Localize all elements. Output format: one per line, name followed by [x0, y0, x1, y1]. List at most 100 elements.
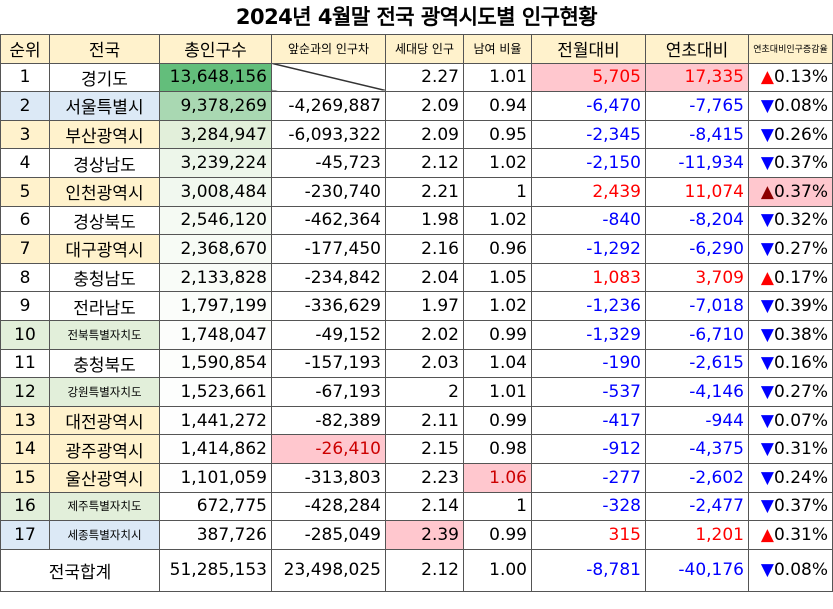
household-cell: 2.12 [385, 148, 464, 178]
rank-cell: 5 [0, 176, 50, 207]
table-row: 1 경기도 13,648,156 2.27 1.01 5,705 17,335 ▲0.13% [0, 62, 833, 93]
rank-cell: 4 [0, 148, 50, 178]
region-cell: 경상북도 [49, 205, 160, 236]
ytd-cell: -7,765 [645, 91, 749, 121]
total-sex-ratio: 1.00 [463, 548, 532, 592]
ytd-cell: 11,074 [645, 176, 749, 207]
population-cell: 13,648,156 [159, 62, 272, 93]
ytd-cell: 1,201 [645, 520, 749, 550]
rank-cell: 13 [0, 405, 50, 436]
ytd-rate-cell: ▼0.26% [748, 119, 833, 150]
ytd-rate-cell: ▲0.13% [748, 62, 833, 93]
arrow-down-icon: ▼ [760, 439, 774, 460]
population-cell: 1,590,854 [159, 348, 272, 379]
ytd-rate-value: 0.31% [773, 524, 828, 545]
region-cell: 광주광역시 [49, 434, 160, 464]
ytd-cell: -4,375 [645, 434, 749, 464]
sex-ratio-cell: 0.96 [463, 234, 532, 264]
sex-ratio-cell: 1.02 [463, 291, 532, 321]
ytd-rate-cell: ▼0.27% [748, 377, 833, 407]
mom-cell: -912 [531, 434, 646, 464]
arrow-down-icon: ▼ [760, 153, 774, 174]
ytd-rate-value: 0.27% [773, 238, 828, 259]
ytd-cell: -2,477 [645, 491, 749, 522]
region-cell: 충청남도 [49, 262, 160, 293]
total-gap: 23,498,025 [271, 548, 386, 592]
ytd-rate-cell: ▼0.08% [748, 91, 833, 121]
gap-cell: -26,410 [271, 434, 386, 464]
mom-cell: -537 [531, 377, 646, 407]
population-cell: 1,797,199 [159, 291, 272, 321]
gap-cell: -67,193 [271, 377, 386, 407]
rank-cell: 11 [0, 348, 50, 379]
ytd-rate-cell: ▼0.27% [748, 234, 833, 264]
population-cell: 387,726 [159, 520, 272, 550]
region-cell: 강원특별자치도 [49, 377, 160, 407]
total-ytd-rate: ▼0.08% [748, 548, 833, 592]
col-header-region: 전국 [49, 34, 160, 64]
ytd-rate-value: 0.16% [773, 353, 828, 374]
ytd-rate-cell: ▼0.16% [748, 348, 833, 379]
household-cell: 2.09 [385, 119, 464, 150]
ytd-rate-value: 0.17% [773, 267, 828, 288]
region-cell: 대전광역시 [49, 405, 160, 436]
mom-cell: 5,705 [531, 62, 646, 93]
region-cell: 경상남도 [49, 148, 160, 178]
col-header-ytd-rate: 연초대비인구증감율 [748, 34, 833, 64]
table-row: 15 울산광역시 1,101,059 -313,803 2.23 1.06 -277 -2,6… [0, 462, 833, 493]
table-row: 7 대구광역시 2,368,670 -177,450 2.16 0.96 -1,292 -6,… [0, 234, 833, 264]
col-header-gap: 앞순과의 인구차 [271, 34, 386, 64]
gap-cell: -234,842 [271, 262, 386, 293]
total-population: 51,285,153 [159, 548, 272, 592]
sex-ratio-cell: 1 [463, 176, 532, 207]
household-cell: 2.09 [385, 91, 464, 121]
ytd-cell: -2,615 [645, 348, 749, 379]
rank-cell: 7 [0, 234, 50, 264]
ytd-rate-value: 0.13% [773, 67, 828, 88]
household-cell: 2 [385, 377, 464, 407]
sex-ratio-cell: 1.06 [463, 462, 532, 493]
ytd-rate-value: 0.27% [773, 381, 828, 402]
household-cell: 2.03 [385, 348, 464, 379]
table-row: 13 대전광역시 1,441,272 -82,389 2.11 0.99 -417 -944 ▼… [0, 405, 833, 436]
ytd-cell: -944 [645, 405, 749, 436]
sex-ratio-cell: 0.94 [463, 91, 532, 121]
table-row: 17 세종특별자치시 387,726 -285,049 2.39 0.99 315 1,201… [0, 520, 833, 550]
household-cell: 2.23 [385, 462, 464, 493]
ytd-rate-cell: ▼0.24% [748, 462, 833, 493]
household-cell: 2.21 [385, 176, 464, 207]
gap-cell: -45,723 [271, 148, 386, 178]
gap-cell: -428,284 [271, 491, 386, 522]
sex-ratio-cell: 0.99 [463, 319, 532, 350]
mom-cell: -417 [531, 405, 646, 436]
col-header-rank: 순위 [0, 34, 50, 64]
region-cell: 부산광역시 [49, 119, 160, 150]
table-row: 3 부산광역시 3,284,947 -6,093,322 2.09 0.95 -2,345-… [0, 119, 833, 150]
arrow-down-icon: ▼ [760, 496, 774, 517]
household-cell: 2.02 [385, 319, 464, 350]
ytd-cell: 3,709 [645, 262, 749, 293]
mom-cell: -277 [531, 462, 646, 493]
population-cell: 672,775 [159, 491, 272, 522]
population-cell: 2,133,828 [159, 262, 272, 293]
rank-cell: 1 [0, 62, 50, 93]
rank-cell: 16 [0, 491, 50, 522]
mom-cell: -2,150 [531, 148, 646, 178]
arrow-down-icon: ▼ [760, 381, 774, 402]
table-row: 4 경상남도 3,239,224 -45,723 2.12 1.02 -2,150 -11,9… [0, 148, 833, 178]
col-header-sex-ratio: 남여 비율 [463, 34, 532, 64]
region-cell: 인천광역시 [49, 176, 160, 207]
ytd-cell: -4,146 [645, 377, 749, 407]
ytd-cell: 17,335 [645, 62, 749, 93]
population-cell: 2,546,120 [159, 205, 272, 236]
sex-ratio-cell: 0.98 [463, 434, 532, 464]
arrow-up-icon: ▲ [760, 67, 774, 88]
ytd-rate-cell: ▼0.38% [748, 319, 833, 350]
arrow-up-icon: ▲ [760, 181, 774, 202]
region-cell: 경기도 [49, 62, 160, 93]
ytd-rate-cell: ▼0.07% [748, 405, 833, 436]
household-cell: 2.04 [385, 262, 464, 293]
col-header-household: 세대당 인구 [385, 34, 464, 64]
household-cell: 2.39 [385, 520, 464, 550]
ytd-rate-value: 0.37% [773, 496, 828, 517]
